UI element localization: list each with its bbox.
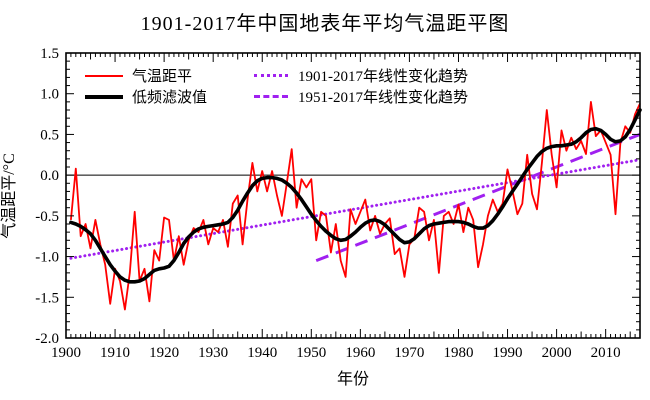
x-axis-title: 年份 [337, 370, 369, 388]
x-tick-label: 1930 [198, 345, 228, 361]
y-tick-label: 1.0 [40, 87, 59, 103]
legend-red-line-swatch [85, 74, 123, 77]
x-tick-label: 1980 [443, 345, 473, 361]
y-tick-label: -1.0 [35, 250, 59, 266]
filtered-line [69, 108, 642, 284]
legend-label-filtered: 低频滤波值 [132, 90, 208, 106]
x-tick-label: 1940 [247, 345, 277, 361]
legend-dotted-trend-swatch [254, 74, 288, 77]
chart-plot-area: 1900 1910 1920 1930 1940 1950 1960 1970 1980 1990… [35, 46, 642, 361]
legend-black-line-swatch [85, 94, 123, 99]
legend-row-1: 气温距平 1901-2017年线性变化趋势 [85, 65, 468, 86]
x-tick-label: 1990 [493, 345, 523, 361]
chart-title: 1901-2017年中国地表年平均气温距平图 [140, 13, 510, 35]
x-tick-label: 1920 [149, 345, 179, 361]
plot-frame [65, 52, 641, 339]
legend-label-anomaly: 气温距平 [132, 69, 193, 85]
legend-label-trend-recent: 1951-2017年线性变化趋势 [298, 90, 468, 106]
y-tick-label: 0.5 [40, 127, 59, 143]
legend-dashed-trend-swatch [254, 95, 288, 98]
x-tick-label: 2010 [591, 345, 621, 361]
y-tick-label: 1.5 [40, 46, 59, 62]
y-tick-label: 0.0 [40, 168, 59, 184]
y-axis-title: 气温距平/°C [0, 153, 18, 239]
x-tick-label: 1950 [296, 345, 326, 361]
x-tick-label: 1970 [394, 345, 424, 361]
x-tick-label: 1910 [100, 345, 130, 361]
legend-row-2: 低频滤波值 1951-2017年线性变化趋势 [85, 86, 468, 107]
legend-label-trend-full: 1901-2017年线性变化趋势 [298, 69, 468, 85]
chart-legend: 气温距平 1901-2017年线性变化趋势 低频滤波值 1951-2017年线性… [85, 65, 468, 107]
y-tick-label: -1.5 [35, 290, 59, 306]
trend-line-1951-2017 [315, 133, 641, 263]
x-tick-label: 1960 [345, 345, 375, 361]
anomaly-line [70, 101, 641, 311]
x-tick-label: 2000 [542, 345, 572, 361]
y-tick-label: -0.5 [35, 209, 59, 225]
y-tick-label: -2.0 [35, 331, 59, 347]
x-tick-label: 1900 [51, 345, 81, 361]
